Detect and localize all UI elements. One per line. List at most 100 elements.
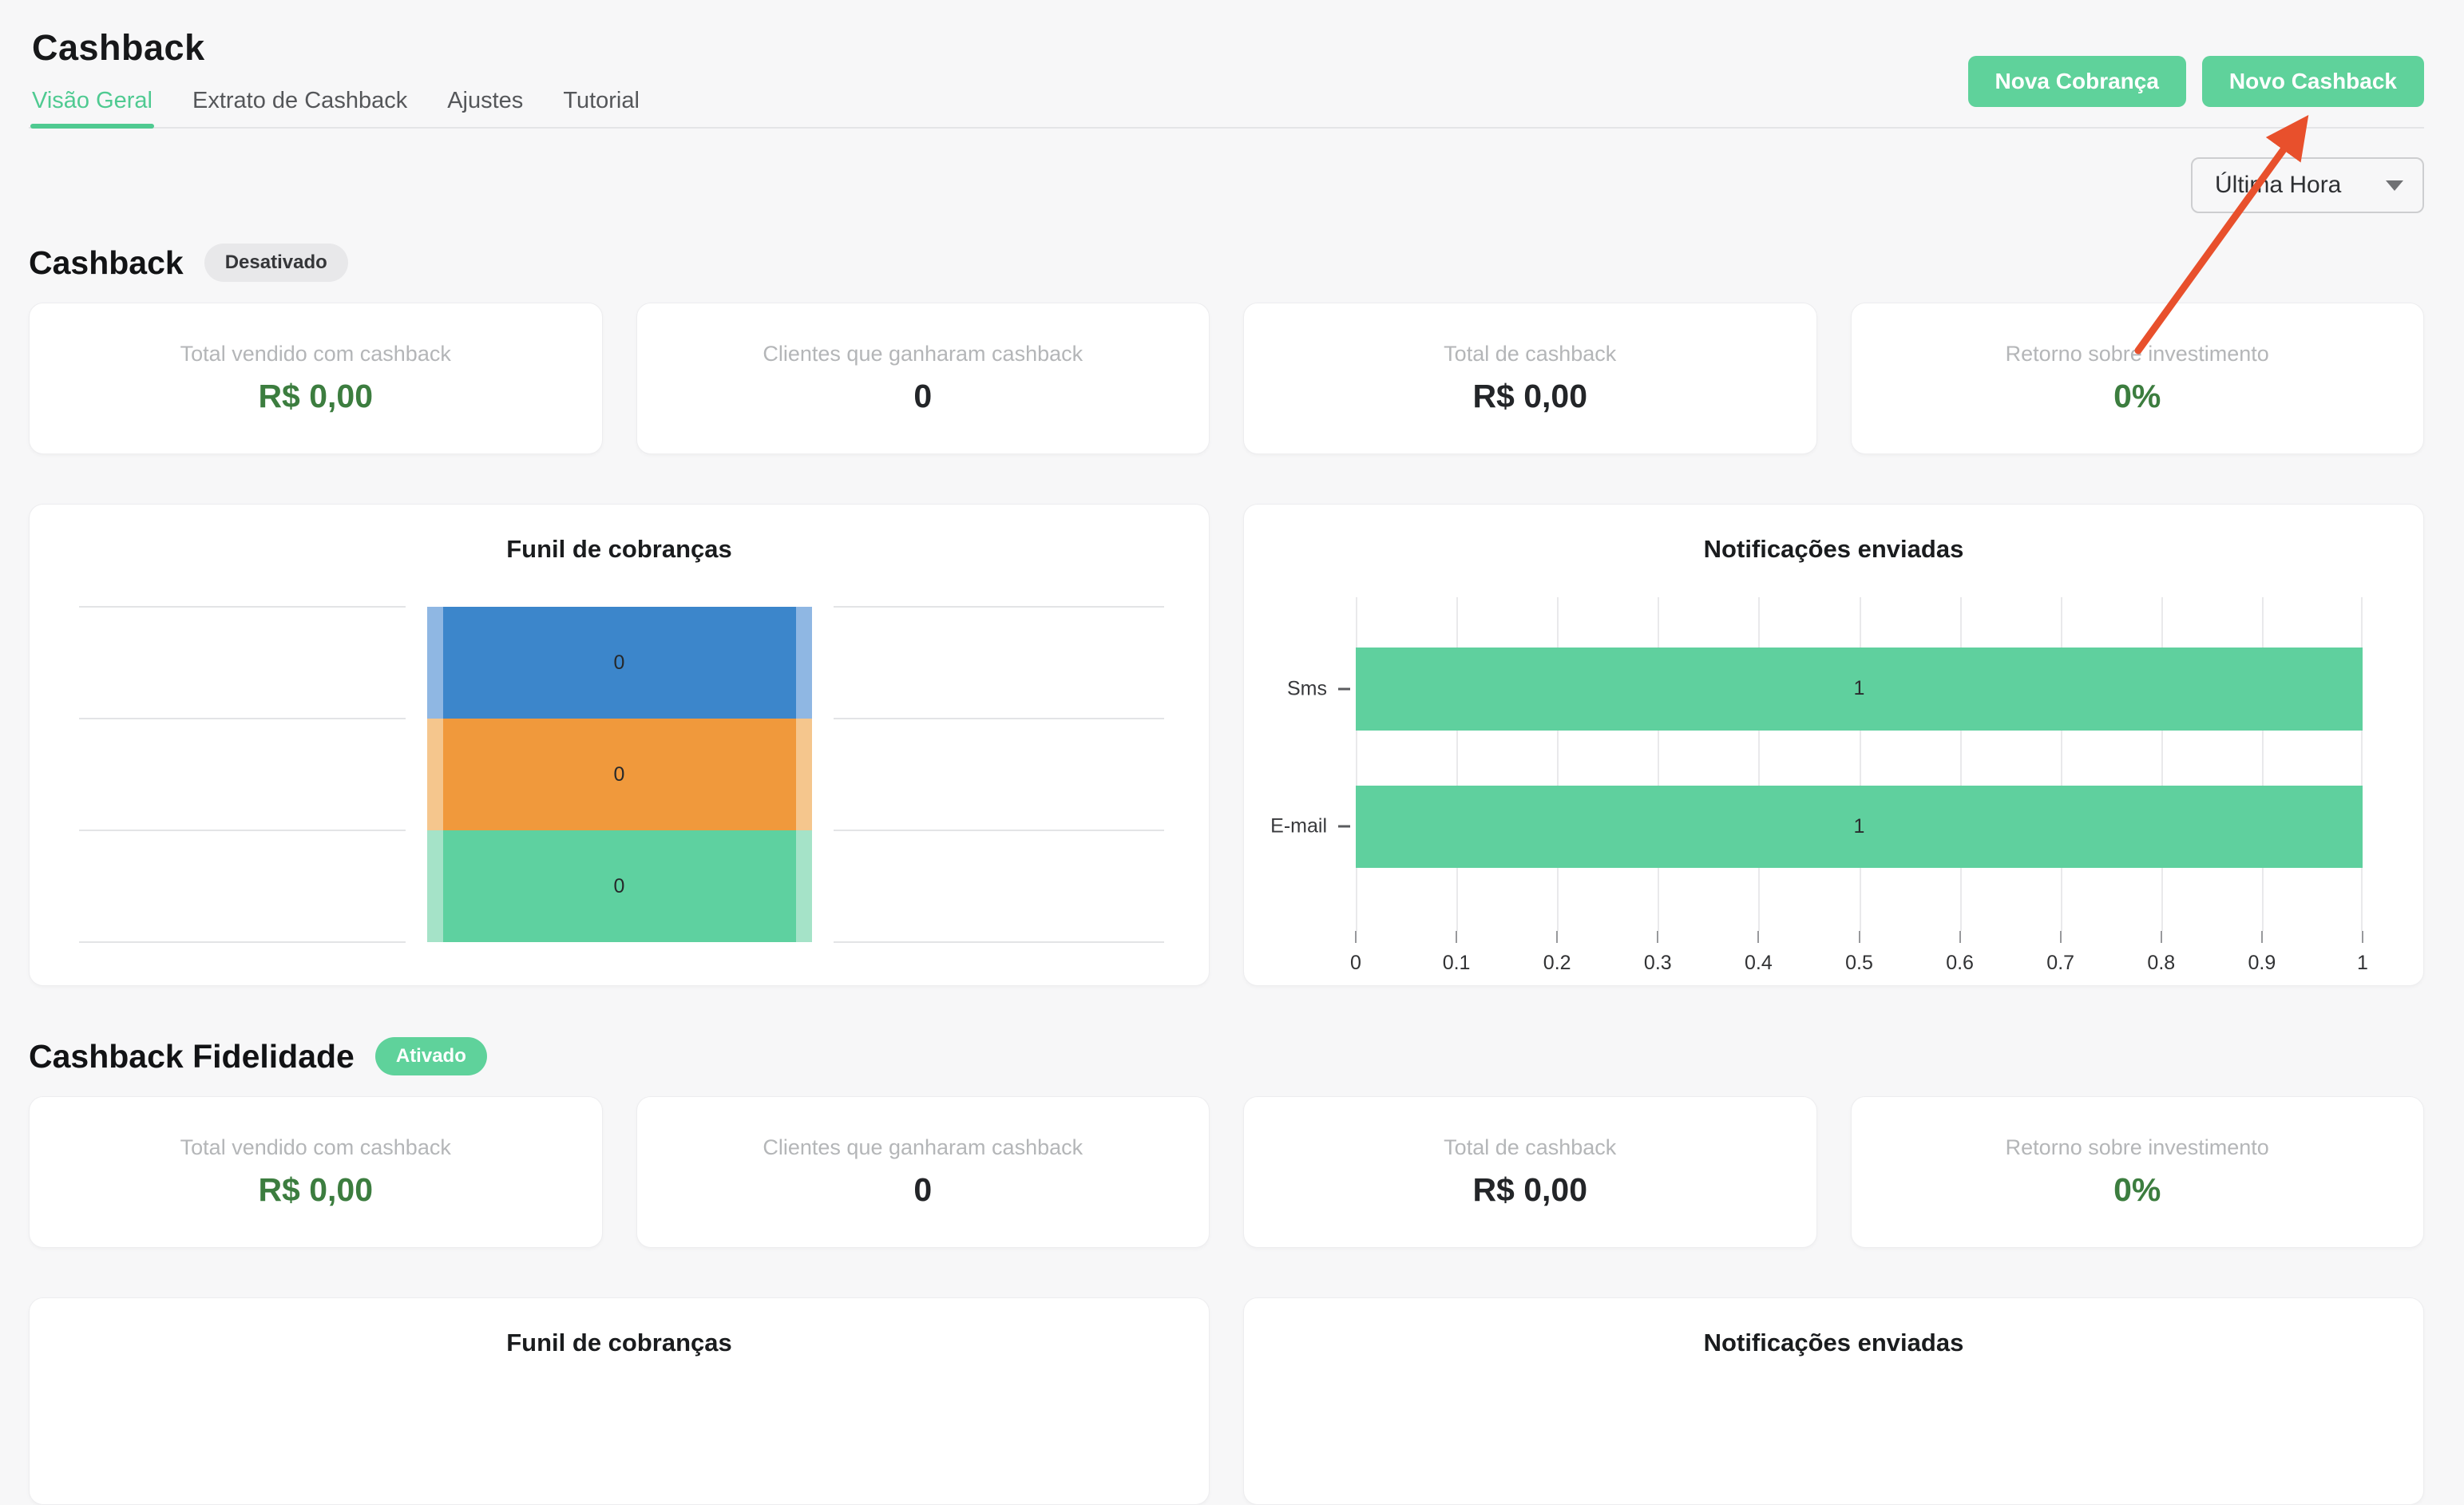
x-axis-tick bbox=[1355, 931, 1357, 943]
section-title: Cashback Fidelidade bbox=[29, 1037, 355, 1075]
bar-e-mail: 1 bbox=[1356, 786, 2363, 868]
funnel-stage-value: 0 bbox=[613, 874, 625, 897]
x-axis-tick bbox=[1456, 931, 1458, 943]
stat-label: Total vendido com cashback bbox=[180, 342, 451, 366]
stat-label: Total de cashback bbox=[1444, 1135, 1617, 1159]
x-axis-label: 0.1 bbox=[1442, 952, 1471, 974]
page-title: Cashback bbox=[32, 27, 205, 68]
funnel-stage-2: 0 bbox=[426, 719, 812, 830]
funnel-gridline bbox=[833, 717, 1164, 719]
plot-gridline bbox=[1959, 597, 1962, 931]
x-axis-tick bbox=[2160, 931, 2162, 943]
stats-row: Total vendido com cashback R$ 0,00 Cliente… bbox=[29, 1096, 2424, 1248]
chevron-down-icon bbox=[2386, 180, 2403, 191]
funnel-gridline bbox=[833, 606, 1164, 608]
plot-gridline bbox=[1859, 597, 1861, 931]
stat-card-total-de-cashback: Total de cashback R$ 0,00 bbox=[1243, 1096, 1817, 1248]
section-title: Cashback bbox=[29, 244, 184, 281]
charts-row: Funil de cobranças Notificações enviadas bbox=[29, 1297, 2424, 1505]
chart-title: Funil de cobranças bbox=[506, 535, 732, 563]
funnel-stage-3: 0 bbox=[426, 830, 812, 942]
stat-card-retorno-sobre-investimento: Retorno sobre investimento 0% bbox=[1850, 1096, 2424, 1248]
stats-row: Total vendido com cashback R$ 0,00 Cliente… bbox=[29, 303, 2424, 454]
x-axis-tick bbox=[1556, 931, 1559, 943]
notifications-chart-card: Notificações enviadas bbox=[1243, 1297, 2424, 1505]
x-axis-tick bbox=[2260, 931, 2263, 943]
tab-bar: Visão Geral Extrato de Cashback Ajustes Tut… bbox=[29, 81, 2424, 129]
stat-label: Total vendido com cashback bbox=[180, 1135, 451, 1159]
x-axis-tick bbox=[1657, 931, 1659, 943]
tab-ajustes[interactable]: Ajustes bbox=[447, 88, 524, 113]
stat-label: Clientes que ganharam cashback bbox=[763, 342, 1083, 366]
stat-card-clientes-que-ganharam-cashback: Clientes que ganharam cashback 0 bbox=[636, 303, 1210, 454]
funnel-gridline bbox=[79, 717, 406, 719]
period-select-value: Última Hora bbox=[2215, 172, 2342, 198]
plot-gridline bbox=[1658, 597, 1660, 931]
plot-gridline bbox=[2161, 597, 2163, 931]
stat-value: R$ 0,00 bbox=[258, 378, 374, 414]
y-axis-label-sms: Sms bbox=[1287, 677, 1327, 700]
novo-cashback-button[interactable]: Novo Cashback bbox=[2201, 56, 2424, 107]
x-axis-tick bbox=[1858, 931, 1860, 943]
tab-extrato-de-cashback[interactable]: Extrato de Cashback bbox=[192, 88, 408, 113]
status-badge: Ativado bbox=[374, 1037, 487, 1075]
stat-value: 0 bbox=[913, 1171, 933, 1208]
plot-gridline bbox=[1456, 597, 1459, 931]
x-axis-label: 0.7 bbox=[2046, 952, 2075, 974]
filter-row: Última Hora bbox=[29, 157, 2424, 213]
y-axis-tick bbox=[1338, 825, 1350, 828]
plot-gridline bbox=[1758, 597, 1761, 931]
stat-label: Retorno sobre investimento bbox=[2005, 342, 2269, 366]
tab-tutorial[interactable]: Tutorial bbox=[563, 88, 640, 113]
x-axis-tick bbox=[1959, 931, 1961, 943]
stat-value: R$ 0,00 bbox=[258, 1171, 374, 1208]
status-badge: Desativado bbox=[204, 244, 348, 282]
charts-row: Funil de cobranças 0 0 0 Notificações envi… bbox=[29, 504, 2424, 986]
stat-label: Retorno sobre investimento bbox=[2005, 1135, 2269, 1159]
x-axis-label: 0.5 bbox=[1845, 952, 1873, 974]
funnel-stage-value: 0 bbox=[613, 762, 625, 786]
funnel-chart-card: Funil de cobranças bbox=[29, 1297, 1210, 1505]
x-axis-tick bbox=[1757, 931, 1760, 943]
cashback-dashboard: Cashback Nova Cobrança Novo Cashback Visã… bbox=[0, 27, 2464, 1505]
stat-value: 0 bbox=[913, 378, 933, 414]
y-axis-tick bbox=[1338, 687, 1350, 691]
plot-gridline bbox=[2361, 597, 2363, 931]
plot-gridline bbox=[1557, 597, 1559, 931]
x-axis-label: 0.6 bbox=[1946, 952, 1974, 974]
funnel-gridline bbox=[833, 830, 1164, 831]
funnel-gridline bbox=[79, 941, 406, 943]
stat-card-total-vendido-com-cashback: Total vendido com cashback R$ 0,00 bbox=[29, 1096, 603, 1248]
stat-value: 0% bbox=[2113, 1171, 2161, 1208]
plot-gridline bbox=[1356, 597, 1357, 931]
plot-gridline bbox=[2261, 597, 2264, 931]
section-cashback-fidelidade: Cashback Fidelidade Ativado Total vendid… bbox=[29, 1037, 2424, 1505]
bar-sms: 1 bbox=[1356, 647, 2363, 731]
y-axis-label-e-mail: E-mail bbox=[1270, 814, 1327, 838]
tab-visao-geral[interactable]: Visão Geral bbox=[30, 81, 154, 129]
funnel-gridline bbox=[79, 830, 406, 831]
funnel-gridline bbox=[833, 941, 1164, 943]
bar-chart: 0 0.1 0.2 0.3 0.4 0.5 0.6 0.7 0.8 0.9 1 1 Sms 1 E-mail bbox=[1270, 597, 2368, 974]
stat-value: 0% bbox=[2113, 378, 2161, 414]
funnel-stage-edge bbox=[795, 719, 812, 830]
funnel-stage-edge bbox=[426, 719, 443, 830]
nova-cobranca-button[interactable]: Nova Cobrança bbox=[1967, 56, 2186, 107]
chart-title: Funil de cobranças bbox=[506, 1329, 732, 1356]
funnel-stage-edge bbox=[426, 607, 443, 719]
x-axis-label: 0.4 bbox=[1745, 952, 1773, 974]
x-axis-label: 0.2 bbox=[1543, 952, 1571, 974]
funnel-stage-edge bbox=[795, 607, 812, 719]
stat-card-retorno-sobre-investimento: Retorno sobre investimento 0% bbox=[1850, 303, 2424, 454]
stat-value: R$ 0,00 bbox=[1472, 378, 1588, 414]
x-axis-label: 0 bbox=[1350, 952, 1361, 974]
stat-label: Clientes que ganharam cashback bbox=[763, 1135, 1083, 1159]
funnel-stage-edge bbox=[426, 830, 443, 942]
funnel-chart-card: Funil de cobranças 0 0 0 bbox=[29, 504, 1210, 986]
x-axis-label: 0.3 bbox=[1643, 952, 1672, 974]
period-select[interactable]: Última Hora bbox=[2191, 157, 2424, 213]
funnel-stage-1: 0 bbox=[426, 607, 812, 719]
section-cashback: Cashback Desativado Total vendido com ca… bbox=[29, 244, 2424, 986]
plot-gridline bbox=[2060, 597, 2062, 931]
stat-value: R$ 0,00 bbox=[1472, 1171, 1588, 1208]
